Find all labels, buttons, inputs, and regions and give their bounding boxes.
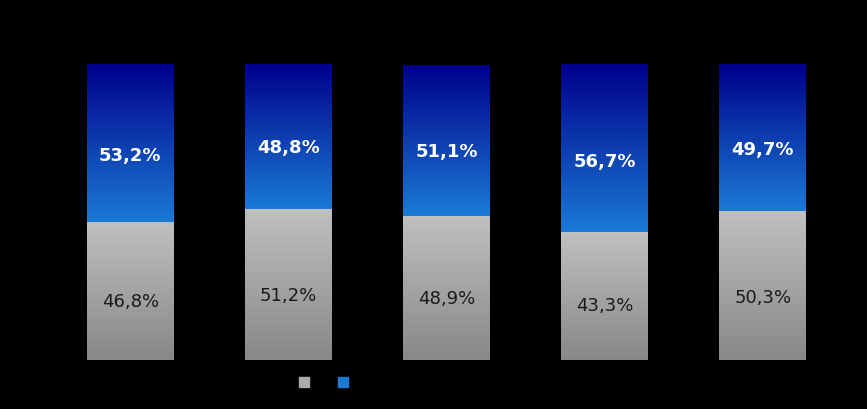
Text: 56,7%: 56,7%	[573, 153, 636, 171]
Text: 51,1%: 51,1%	[415, 143, 478, 161]
Text: 48,8%: 48,8%	[257, 139, 320, 157]
Text: 51,2%: 51,2%	[260, 288, 317, 306]
Legend: , : ,	[294, 371, 357, 394]
Text: 46,8%: 46,8%	[101, 293, 159, 311]
Text: 50,3%: 50,3%	[734, 289, 792, 307]
Text: 49,7%: 49,7%	[732, 141, 794, 159]
Text: 48,9%: 48,9%	[418, 290, 475, 308]
Text: 53,2%: 53,2%	[99, 147, 161, 165]
Text: 43,3%: 43,3%	[576, 297, 633, 315]
